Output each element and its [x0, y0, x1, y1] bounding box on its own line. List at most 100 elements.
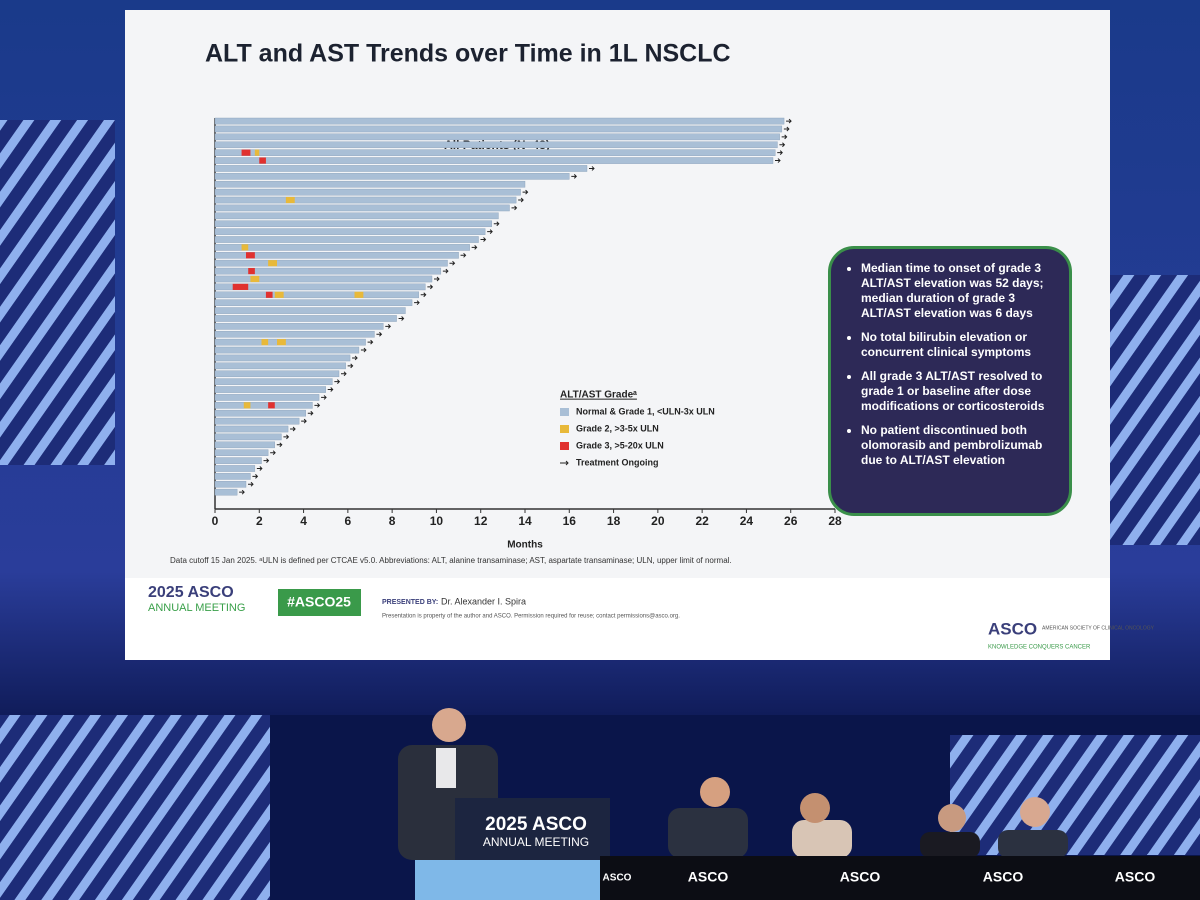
- grade-segment: [285, 196, 295, 204]
- legend-label: Grade 3, >5-20x ULN: [576, 440, 664, 450]
- table-label: ASCO: [603, 873, 632, 884]
- ongoing-arrow: [480, 237, 487, 242]
- duration-bar: [214, 370, 340, 378]
- duration-bar: [214, 323, 384, 330]
- duration-bar: [214, 299, 413, 306]
- duration-bar: [214, 386, 326, 393]
- table-label: ASCO: [840, 869, 881, 885]
- ongoing-arrow: [493, 221, 500, 227]
- podium-base: [415, 860, 600, 900]
- ongoing-arrow: [347, 363, 354, 369]
- ongoing-arrow: [314, 402, 321, 408]
- ongoing-arrow: [270, 450, 276, 456]
- duration-bar: [214, 425, 289, 433]
- ongoing-arrow: [290, 426, 296, 432]
- grade-segment: [274, 291, 284, 298]
- duration-bar: [214, 259, 448, 267]
- grade-segment: [254, 149, 260, 156]
- hashtag: #ASCO25: [287, 594, 351, 610]
- duration-bar: [214, 488, 238, 496]
- stripe-panel: [0, 120, 115, 465]
- duration-bar: [214, 125, 783, 133]
- duration-bar: [214, 457, 262, 464]
- duration-bar: [214, 433, 282, 441]
- duration-bar: [214, 417, 300, 425]
- legend-swatch: [560, 408, 569, 416]
- stripe-panel: [0, 715, 270, 900]
- duration-bar: [214, 228, 486, 235]
- duration-bar: [214, 149, 776, 156]
- grade-segment: [277, 339, 286, 346]
- ongoing-arrow: [398, 316, 405, 321]
- duration-bar: [214, 481, 247, 488]
- asco-tagline: KNOWLEDGE CONQUERS CANCER: [988, 645, 1091, 651]
- ongoing-arrow: [256, 466, 263, 471]
- duration-bar: [214, 165, 588, 172]
- ongoing-arrow: [334, 379, 341, 384]
- legend-label: Grade 2, >3-5x ULN: [576, 423, 659, 433]
- hashtag-badge: [278, 589, 361, 616]
- duration-bar: [214, 157, 774, 164]
- ongoing-arrow: [283, 434, 290, 440]
- ongoing-arrow: [779, 142, 786, 148]
- meeting-name: ANNUAL MEETING: [148, 602, 245, 614]
- duration-bar: [214, 252, 459, 259]
- duration-bar: [214, 236, 479, 243]
- ongoing-arrow: [367, 339, 374, 345]
- grade-segment: [354, 291, 364, 298]
- ongoing-arrow: [511, 205, 518, 211]
- x-tick-label: 24: [740, 514, 754, 528]
- duration-bar: [214, 173, 570, 180]
- duration-bar: [214, 244, 470, 251]
- ongoing-arrow: [434, 276, 440, 282]
- key-findings: Median time to onset of grade 3 ALT/AST …: [828, 246, 1072, 516]
- grade-segment: [246, 252, 255, 259]
- duration-bar: [214, 196, 517, 204]
- duration-bar: [214, 204, 510, 212]
- x-tick-label: 28: [828, 514, 842, 528]
- ongoing-arrow: [327, 387, 334, 392]
- ongoing-arrow: [783, 126, 790, 132]
- ongoing-arrow: [321, 395, 327, 400]
- bullet: No total bilirubin elevation or concurre…: [861, 330, 1055, 360]
- ongoing-arrow: [341, 371, 347, 377]
- grade-segment: [241, 149, 251, 156]
- bullet: No patient discontinued both olomorasib …: [861, 423, 1055, 468]
- footnote: Data cutoff 15 Jan 2025. ᵃULN is defined…: [170, 556, 732, 565]
- grade-segment: [268, 260, 277, 267]
- legend-label: Treatment Ongoing: [576, 457, 659, 467]
- grade-segment: [248, 268, 255, 275]
- duration-bar: [214, 394, 320, 401]
- ongoing-arrow: [263, 458, 270, 463]
- legend-swatch: [560, 442, 569, 450]
- x-tick-label: 2: [256, 514, 263, 528]
- ongoing-arrow: [414, 300, 420, 306]
- x-tick-label: 22: [695, 514, 709, 528]
- duration-bar: [214, 220, 492, 228]
- panelists: [668, 777, 1068, 858]
- duration-bar: [214, 330, 375, 338]
- podium-name: ANNUAL MEETING: [483, 835, 589, 849]
- legend-arrow: [560, 460, 569, 466]
- ongoing-arrow: [376, 331, 383, 337]
- ongoing-arrow: [487, 229, 493, 234]
- ongoing-arrow: [589, 166, 595, 171]
- duration-bar: [214, 315, 397, 322]
- x-axis-label: Months: [507, 540, 543, 551]
- grade-segment: [241, 244, 249, 251]
- duration-bar: [214, 362, 346, 370]
- x-tick-label: 14: [518, 514, 532, 528]
- legend-swatch: [560, 425, 569, 433]
- ongoing-arrow: [518, 197, 524, 203]
- x-tick-label: 18: [607, 514, 621, 528]
- x-tick-label: 12: [474, 514, 488, 528]
- duration-bar: [214, 378, 333, 385]
- duration-bar: [214, 449, 269, 456]
- x-tick-label: 10: [430, 514, 444, 528]
- table-label: ASCO: [983, 869, 1024, 885]
- grade-segment: [261, 339, 269, 346]
- duration-bar: [214, 283, 426, 291]
- ongoing-arrow: [775, 158, 781, 163]
